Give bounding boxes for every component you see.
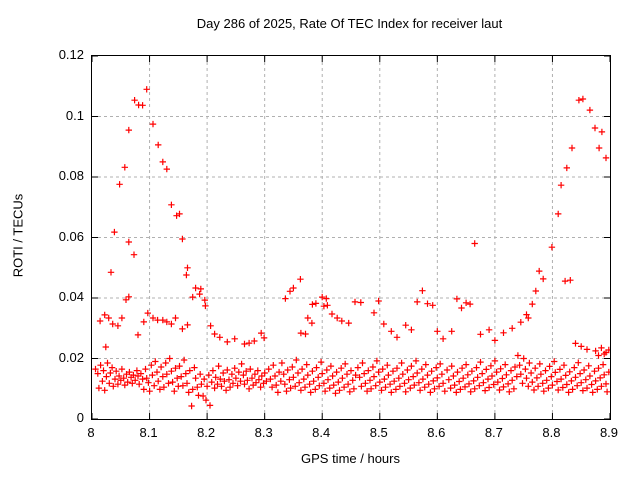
plot-area bbox=[91, 55, 611, 420]
x-tick-label: 8.6 bbox=[427, 425, 446, 440]
x-tick-label: 8.3 bbox=[254, 425, 273, 440]
y-tick-label: 0.02 bbox=[58, 349, 84, 365]
chart-title: Day 286 of 2025, Rate Of TEC Index for r… bbox=[196, 16, 503, 31]
x-tick-label: 8.5 bbox=[369, 425, 388, 440]
y-tick-label: 0.08 bbox=[58, 168, 84, 183]
x-tick-label: 8 bbox=[87, 425, 95, 440]
y-tick-label: 0.12 bbox=[58, 47, 84, 62]
y-tick-label: 0.06 bbox=[58, 228, 84, 244]
x-tick-label: 8.1 bbox=[139, 425, 158, 440]
scatter-plot-svg bbox=[92, 56, 610, 419]
x-axis-label: GPS time / hours bbox=[301, 451, 400, 466]
x-tick-label: 8.7 bbox=[484, 425, 503, 440]
y-tick-label: 0.04 bbox=[58, 289, 84, 304]
y-tick-label: 0 bbox=[76, 410, 84, 425]
x-tick-label: 8.9 bbox=[599, 425, 619, 440]
x-tick-label: 8.8 bbox=[542, 425, 561, 440]
x-tick-label: 8.4 bbox=[312, 425, 331, 440]
scatter-points bbox=[92, 86, 610, 410]
x-tick-label: 8.2 bbox=[197, 425, 216, 440]
y-tick-label: 0.1 bbox=[65, 107, 84, 123]
